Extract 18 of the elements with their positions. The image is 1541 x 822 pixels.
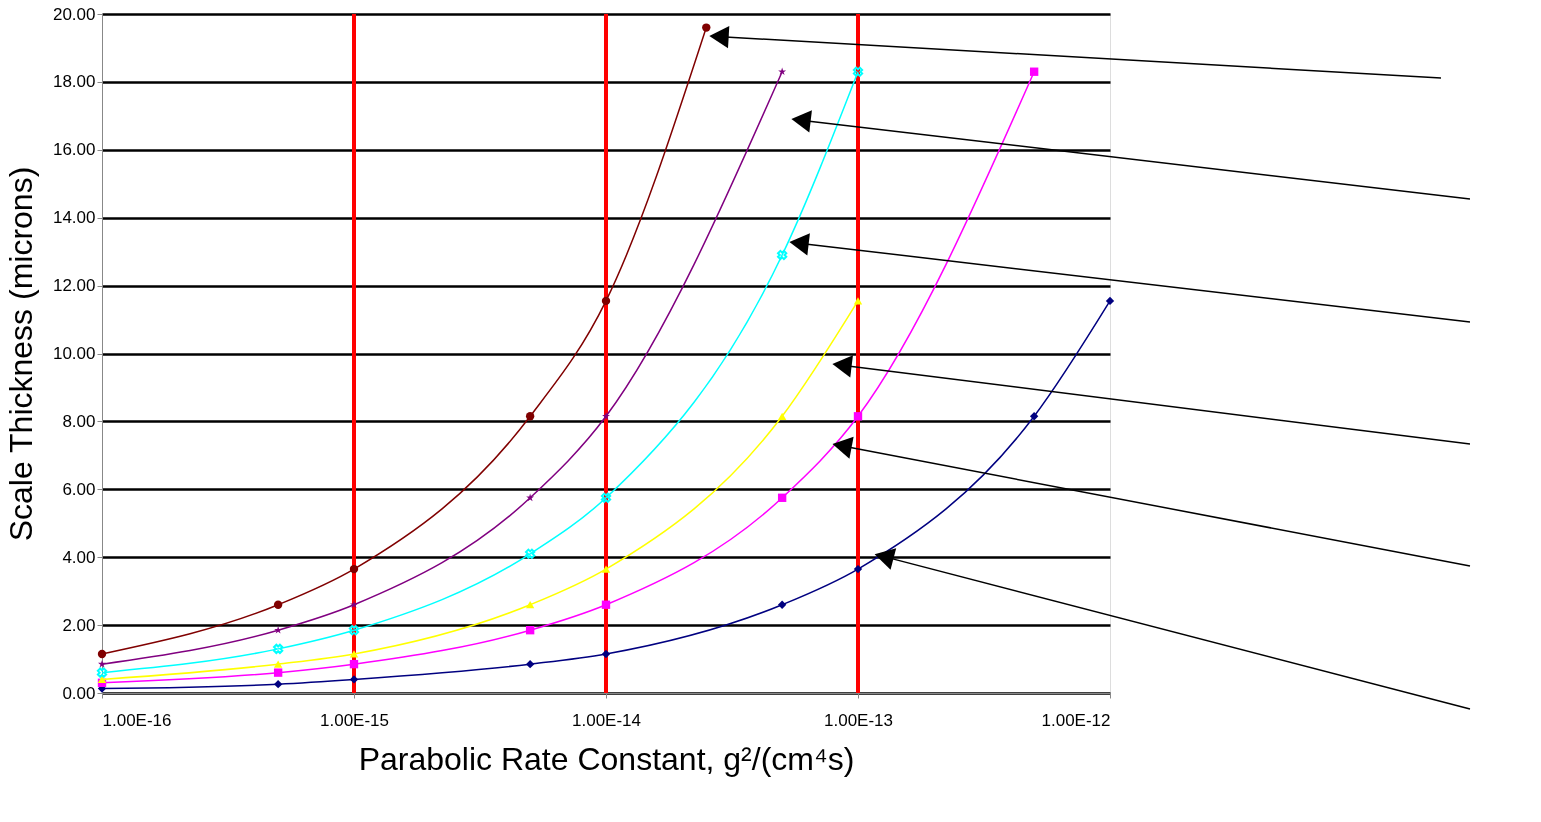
y-tick-label: 10.00 — [52, 344, 96, 363]
y-tick-label: 0.00 — [62, 683, 96, 703]
y-tick-label: 12.00 — [52, 276, 96, 296]
y-tick-label: 16.00 — [52, 140, 96, 160]
x-tick-label: 1.00E-16 — [102, 710, 172, 730]
x-axis-title: Parabolic Rate Constant, g²/(cm⁴s) — [358, 740, 855, 777]
y-tick-label: 20.00 — [52, 4, 96, 24]
y-tick-label: 8.00 — [62, 411, 96, 431]
y-tick-label: 18.00 — [52, 72, 96, 92]
x-tick-label: 1.00E-12 — [1041, 710, 1111, 730]
y-axis-title: Scale Thickness (microns) — [2, 166, 39, 542]
y-tick-label: 2.00 — [62, 615, 96, 635]
y-tick-label: 14.00 — [52, 208, 96, 228]
x-tick-label: 1.00E-15 — [320, 710, 389, 730]
y-tick-label: 6.00 — [62, 479, 96, 499]
y-tick-label: 4.00 — [62, 547, 96, 567]
x-tick-label: 1.00E-14 — [572, 710, 641, 730]
x-tick-label: 1.00E-13 — [824, 710, 893, 730]
